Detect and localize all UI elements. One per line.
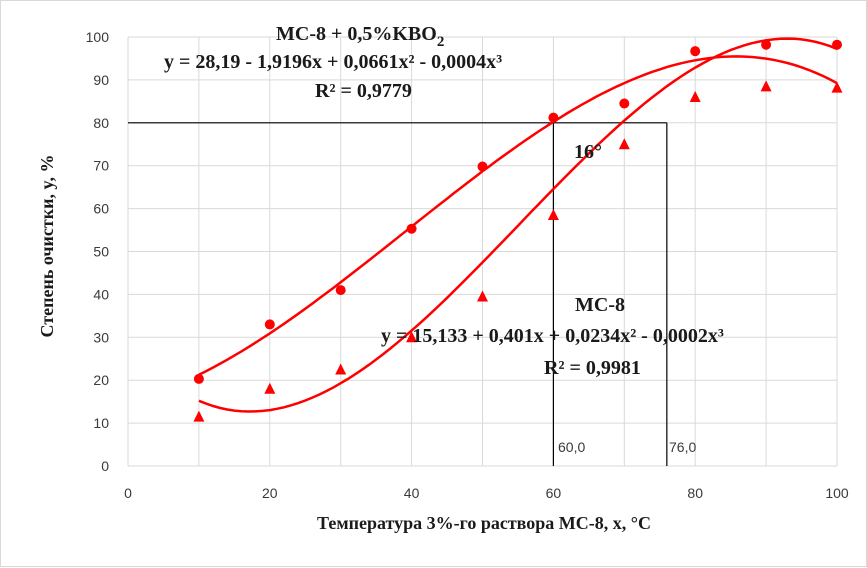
data-point-series-1 (264, 319, 275, 330)
series1-label: МС-8 + 0,5%KBO2 (276, 23, 444, 50)
x-tick-label: 60 (546, 485, 562, 501)
y-tick-label: 40 (93, 286, 109, 302)
angle-label: 16° (574, 141, 602, 163)
y-tick-label: 0 (101, 458, 109, 474)
y-axis-title: Степень очистки, y, % (37, 155, 57, 338)
x-tick-label: 40 (404, 485, 420, 501)
trend-line-series-2 (198, 55, 838, 376)
data-point-series-2 (760, 80, 772, 92)
data-point-series-2 (689, 91, 701, 103)
tick-labels: 0 20 40 60 80 100 0 10 20 30 40 50 60 70 80 90 100 (86, 29, 849, 501)
data-point-series-1 (832, 39, 842, 50)
data-point-series-2 (406, 331, 418, 343)
y-tick-label: 70 (93, 158, 109, 174)
x-tick-label: 0 (124, 485, 132, 501)
vline-60-label: 60,0 (558, 439, 585, 455)
data-point-series-1 (477, 161, 488, 172)
series2-equation: y = 15,133 + 0,401x + 0,0234x² - 0,0002x… (381, 325, 724, 347)
trend-lines (198, 37, 838, 413)
y-tick-label: 100 (86, 29, 110, 45)
series2-r2: R² = 0,9981 (544, 357, 641, 379)
y-tick-label: 60 (93, 201, 109, 217)
vline-76-label: 76,0 (669, 439, 696, 455)
data-point-series-1 (548, 112, 559, 123)
series1-r2: R² = 0,9779 (315, 80, 412, 102)
x-axis-title: Температура 3%-го раствора МС-8, x, °C (317, 513, 651, 533)
y-tick-label: 10 (93, 415, 109, 431)
data-point-series-1 (406, 223, 417, 234)
data-point-series-1 (761, 39, 772, 50)
data-point-series-2 (831, 81, 843, 93)
series2-label: МС-8 (575, 294, 625, 316)
grid (127, 36, 838, 467)
data-point-series-2 (264, 382, 276, 394)
series1-equation: y = 28,19 - 1,9196x + 0,0661x² - 0,0004x… (164, 51, 502, 73)
data-point-series-1 (619, 98, 630, 109)
trend-line-series-1 (198, 37, 838, 413)
data-point-series-2 (193, 410, 205, 422)
x-tick-label: 20 (262, 485, 278, 501)
data-point-series-1 (335, 285, 346, 296)
data-point-series-1 (193, 373, 204, 384)
data-point-series-2 (547, 209, 559, 221)
y-tick-label: 80 (93, 115, 109, 131)
y-tick-label: 50 (93, 244, 109, 260)
data-points (193, 39, 843, 422)
data-point-series-2 (618, 138, 630, 150)
x-tick-label: 100 (825, 485, 849, 501)
data-point-series-2 (477, 290, 488, 302)
data-point-series-2 (335, 363, 347, 375)
y-tick-label: 20 (93, 372, 109, 388)
y-tick-label: 30 (93, 329, 109, 345)
y-tick-label: 90 (93, 72, 109, 88)
x-tick-label: 80 (687, 485, 703, 501)
reference-lines (128, 122, 668, 466)
data-point-series-1 (690, 46, 701, 57)
